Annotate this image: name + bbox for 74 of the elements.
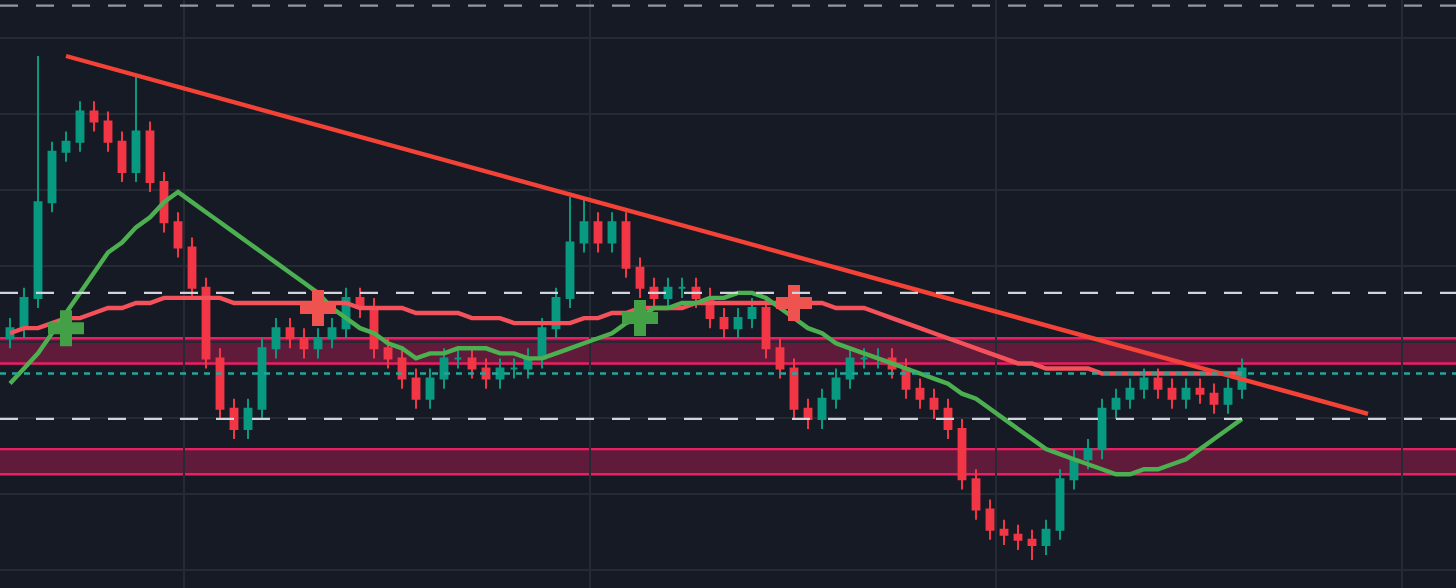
candlestick [257, 337, 267, 420]
point [622, 300, 658, 337]
candlestick [1055, 468, 1065, 541]
candlestick [439, 347, 449, 390]
candlestick [215, 347, 225, 420]
candlestick [173, 211, 183, 259]
candlestick [1209, 382, 1219, 415]
candlestick [859, 347, 869, 370]
candlestick [1195, 377, 1205, 405]
candlestick [467, 347, 477, 380]
candlestick [271, 317, 281, 360]
candlestick [103, 110, 113, 153]
candlestick [509, 357, 519, 380]
candlestick [929, 387, 939, 420]
candlestick [1125, 377, 1135, 410]
candlestick [1139, 367, 1149, 400]
candlestick [621, 211, 631, 279]
point [776, 284, 812, 321]
candlestick [565, 196, 575, 309]
candlestick [845, 347, 855, 390]
candlestick [187, 236, 197, 299]
candlestick [383, 337, 393, 370]
candlestick [1111, 387, 1121, 420]
candlestick [803, 397, 813, 430]
candlestick [1167, 377, 1177, 410]
candlestick [75, 100, 85, 153]
candlestick [61, 130, 71, 163]
candlestick [229, 397, 239, 441]
candlestick [985, 498, 995, 541]
candlestick [957, 417, 967, 491]
candlestick [495, 357, 505, 390]
candlestick [1153, 367, 1163, 400]
candlestick [327, 317, 337, 350]
candlestick [1223, 377, 1233, 415]
candlestick [313, 327, 323, 360]
candlestick [831, 367, 841, 410]
candlestick [411, 367, 421, 410]
candlestick [747, 296, 757, 330]
candlestick [1013, 523, 1023, 551]
candlestick [299, 327, 309, 360]
candlestick [1181, 377, 1191, 410]
candlestick [47, 140, 57, 214]
candlestick [593, 211, 603, 254]
candlestick [775, 337, 785, 380]
point [300, 290, 336, 326]
candlestick [397, 347, 407, 390]
candlestick [131, 75, 141, 183]
candlestick [117, 130, 127, 183]
candlestick [1083, 438, 1093, 471]
candlestick [761, 296, 771, 360]
candlestick [1041, 518, 1051, 556]
candlestick [285, 317, 295, 350]
candlestick [733, 307, 743, 340]
candlestick [33, 55, 43, 309]
candlestick [425, 367, 435, 410]
point [48, 310, 84, 347]
candlestick [453, 347, 463, 370]
candlestick [915, 377, 925, 410]
candlestick [719, 307, 729, 340]
candlestick [481, 357, 491, 390]
candlestick [971, 468, 981, 521]
candlestick [89, 100, 99, 133]
candlestick [1027, 528, 1037, 561]
candlestick [145, 120, 155, 194]
candlestick [579, 196, 589, 254]
candlestick [243, 397, 253, 441]
candlestick [1097, 397, 1107, 461]
candlestick [635, 256, 645, 299]
candlestick [817, 387, 827, 430]
candlestick [663, 276, 673, 309]
candlestick [999, 518, 1009, 546]
candlestick [607, 211, 617, 254]
candlestick [677, 276, 687, 299]
candlestick [789, 357, 799, 420]
